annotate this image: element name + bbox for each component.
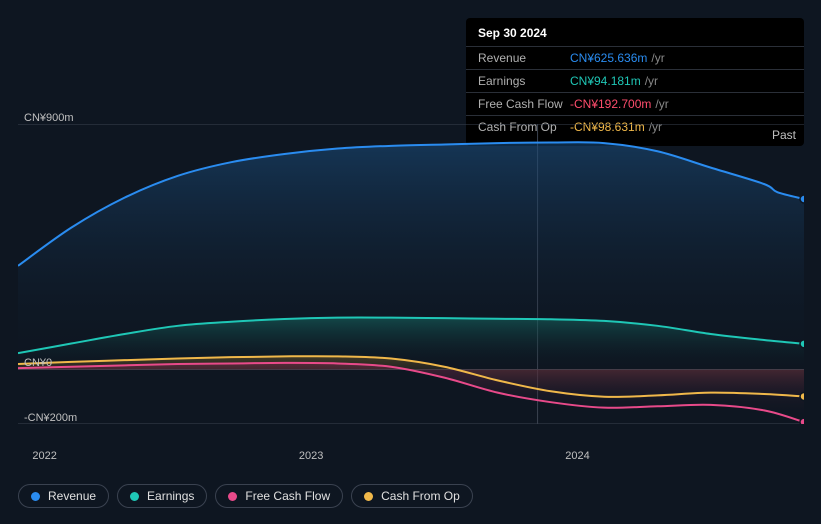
tooltip-row-unit: /yr	[655, 97, 668, 111]
legend-dot-icon	[31, 492, 40, 501]
tooltip-row-unit: /yr	[645, 74, 658, 88]
x-axis-label: 2022	[32, 450, 56, 462]
legend-item-label: Earnings	[147, 489, 194, 503]
legend-dot-icon	[364, 492, 373, 501]
y-axis-label: -CN¥200m	[24, 412, 77, 424]
tooltip-row-label: Earnings	[478, 74, 570, 88]
tooltip-row: Free Cash Flow-CN¥192.700m/yr	[466, 93, 804, 116]
legend-dot-icon	[228, 492, 237, 501]
y-axis-label: CN¥0	[24, 357, 52, 369]
x-axis-label: 2024	[565, 450, 589, 462]
legend-item-cashop[interactable]: Cash From Op	[351, 484, 473, 508]
series-endpoint-fcf	[800, 418, 804, 424]
tooltip-row-value: -CN¥192.700m	[570, 97, 651, 111]
tooltip-row-value: CN¥625.636m	[570, 51, 647, 65]
tooltip-row-label: Free Cash Flow	[478, 97, 570, 111]
x-axis-label: 2023	[299, 450, 323, 462]
tooltip-row-unit: /yr	[651, 51, 664, 65]
legend-item-label: Free Cash Flow	[245, 489, 330, 503]
tooltip-date: Sep 30 2024	[466, 26, 804, 47]
series-endpoint-earnings	[800, 340, 804, 348]
legend-dot-icon	[130, 492, 139, 501]
legend-item-label: Revenue	[48, 489, 96, 503]
financials-chart: PastCN¥900mCN¥0-CN¥200m	[18, 124, 804, 429]
series-endpoint-revenue	[800, 195, 804, 203]
chart-legend: Revenue Earnings Free Cash Flow Cash From O…	[18, 484, 473, 508]
series-area-fcf	[18, 363, 804, 422]
tooltip-row-value: CN¥94.181m	[570, 74, 641, 88]
legend-item-revenue[interactable]: Revenue	[18, 484, 109, 508]
tooltip-row: EarningsCN¥94.181m/yr	[466, 70, 804, 93]
y-axis-label: CN¥900m	[24, 112, 74, 124]
legend-item-label: Cash From Op	[381, 489, 460, 503]
tooltip-row-label: Revenue	[478, 51, 570, 65]
legend-item-fcf[interactable]: Free Cash Flow	[215, 484, 343, 508]
tooltip-row: RevenueCN¥625.636m/yr	[466, 47, 804, 70]
past-label: Past	[772, 128, 796, 142]
series-endpoint-cashop	[800, 392, 804, 400]
chart-svg	[18, 124, 804, 424]
legend-item-earnings[interactable]: Earnings	[117, 484, 207, 508]
